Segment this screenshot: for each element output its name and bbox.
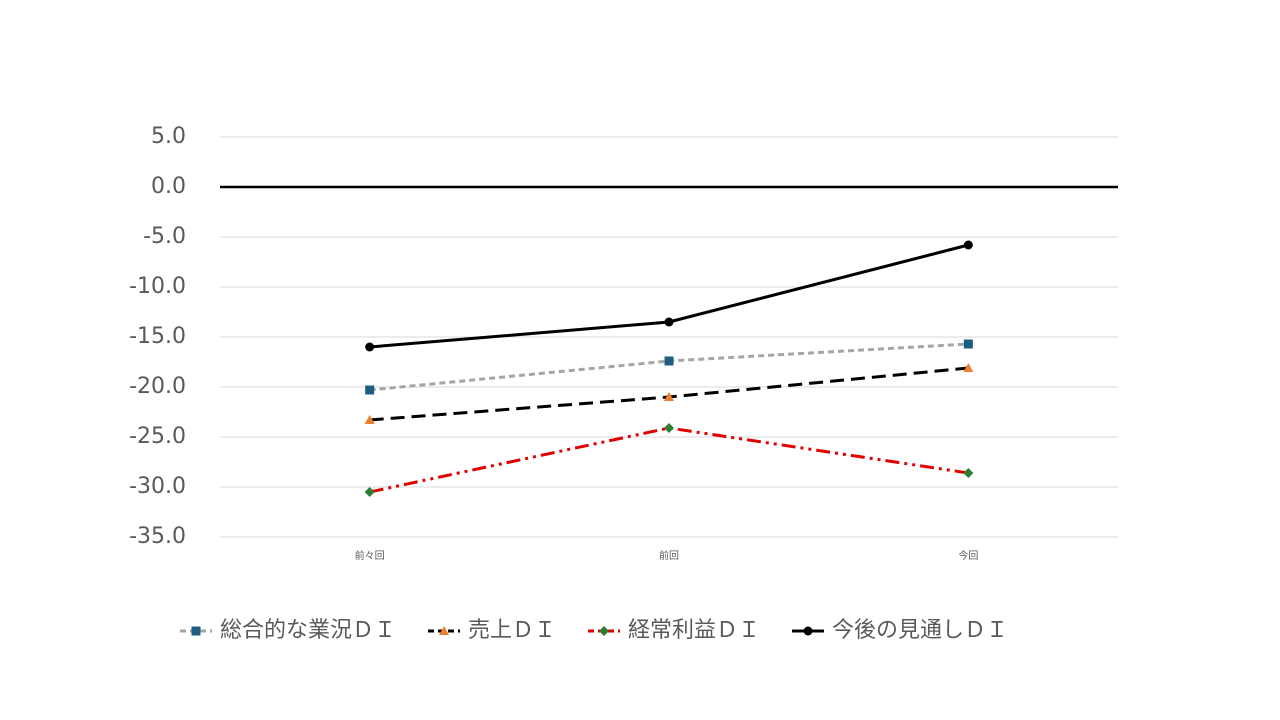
series-line bbox=[369, 426, 969, 494]
marker bbox=[664, 392, 674, 401]
marker bbox=[963, 468, 974, 478]
legend-label: 今後の見通しＤＩ bbox=[832, 618, 1008, 643]
legend-marker bbox=[803, 626, 813, 636]
y-tick-label: -15.0 bbox=[129, 324, 186, 349]
y-tick-label: -25.0 bbox=[129, 424, 186, 449]
x-tick-label: 前々回 bbox=[355, 549, 385, 562]
y-tick-label: -20.0 bbox=[129, 374, 186, 399]
y-tick-label: -10.0 bbox=[129, 274, 186, 299]
y-tick-label: -5.0 bbox=[143, 224, 186, 249]
legend-label: 売上ＤＩ bbox=[468, 618, 556, 643]
legend-marker bbox=[439, 626, 450, 635]
legend-marker bbox=[191, 626, 201, 636]
legend-label: 総合的な業況ＤＩ bbox=[220, 618, 396, 643]
x-tick-label: 前回 bbox=[659, 549, 679, 562]
marker bbox=[963, 363, 974, 372]
marker bbox=[364, 415, 375, 424]
y-tick-label: 5.0 bbox=[151, 124, 186, 149]
marker bbox=[664, 317, 674, 327]
x-tick-label: 今回 bbox=[958, 549, 978, 562]
marker bbox=[963, 339, 973, 349]
legend-marker bbox=[599, 626, 610, 636]
series-line bbox=[369, 243, 969, 349]
marker bbox=[364, 487, 375, 497]
marker bbox=[664, 423, 674, 433]
series-line bbox=[369, 342, 969, 392]
marker bbox=[365, 385, 375, 395]
marker bbox=[365, 342, 375, 352]
legend-label: 経常利益ＤＩ bbox=[628, 618, 760, 643]
marker bbox=[664, 356, 674, 366]
marker bbox=[963, 240, 973, 250]
y-tick-label: -35.0 bbox=[129, 524, 186, 549]
y-tick-label: 0.0 bbox=[151, 174, 186, 199]
y-tick-label: -30.0 bbox=[129, 474, 186, 499]
